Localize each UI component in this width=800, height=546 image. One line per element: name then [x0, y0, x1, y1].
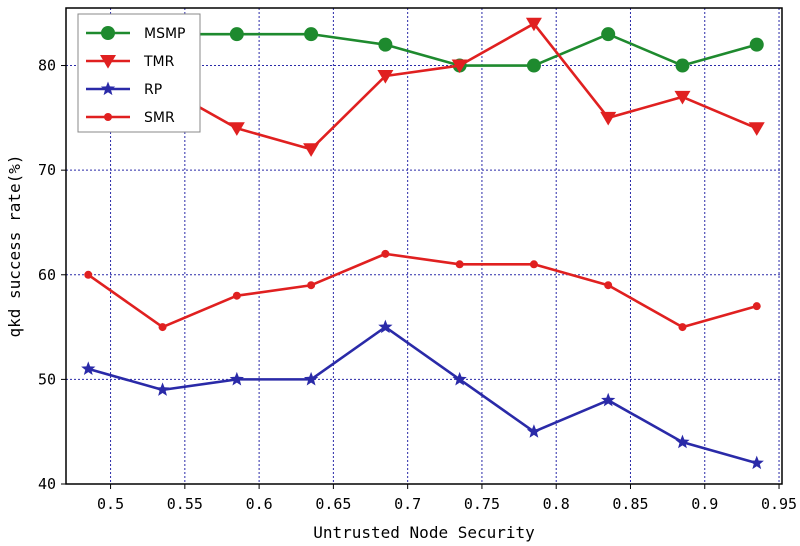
data-point-tmr	[748, 122, 765, 136]
legend-marker-tmr	[100, 55, 116, 69]
legend-item-smr: SMR	[86, 110, 175, 126]
data-point-smr	[678, 323, 687, 332]
x-tick-label: 0.7	[394, 495, 421, 513]
legend: MSMP TMR RP SMR	[77, 13, 201, 133]
legend-label-rp: RP	[144, 82, 162, 98]
data-point-msmp	[675, 58, 690, 73]
data-point-rp	[749, 455, 764, 470]
x-tick-label: 0.95	[761, 495, 797, 513]
data-point-tmr	[377, 70, 394, 84]
data-point-smr	[232, 291, 241, 300]
x-tick-label: 0.85	[612, 495, 648, 513]
y-tick-label: 40	[38, 475, 56, 493]
data-point-rp	[452, 371, 467, 386]
x-axis-ticks: 0.5 0.55 0.6 0.65 0.7 0.75 0.8 0.85 0.9 0.95	[97, 484, 797, 513]
data-point-smr	[307, 281, 316, 290]
legend-label-tmr: TMR	[143, 54, 175, 70]
legend-marker-msmp	[101, 26, 115, 40]
y-tick-label: 60	[38, 266, 56, 284]
legend-label-msmp: MSMP	[144, 26, 186, 42]
x-tick-label: 0.8	[543, 495, 570, 513]
data-point-msmp	[526, 58, 541, 73]
x-tick-label: 0.5	[97, 495, 124, 513]
legend-item-rp: RP	[86, 81, 162, 98]
x-tick-label: 0.75	[464, 495, 500, 513]
legend-marker-rp	[100, 81, 116, 96]
y-tick-label: 50	[38, 370, 56, 388]
legend-item-msmp: MSMP	[86, 26, 186, 42]
data-point-smr	[84, 270, 93, 279]
data-point-tmr	[600, 111, 617, 126]
data-point-smr	[529, 260, 538, 269]
y-axis-label: qkd success rate(%)	[5, 154, 24, 337]
data-point-msmp	[378, 37, 393, 52]
legend-marker-smr	[104, 113, 112, 121]
y-tick-label: 80	[38, 57, 56, 75]
data-point-rp	[601, 392, 616, 407]
data-point-tmr	[228, 122, 245, 136]
plot-frame	[65, 7, 783, 485]
series-rp	[81, 319, 764, 470]
legend-label-smr: SMR	[144, 110, 175, 126]
series-line-rp	[87, 325, 758, 465]
data-point-rp	[675, 434, 690, 449]
series-line-smr	[87, 252, 758, 329]
data-point-tmr	[674, 90, 691, 105]
data-point-msmp	[601, 27, 616, 42]
y-tick-label: 70	[38, 161, 56, 179]
data-point-smr	[158, 323, 167, 332]
data-point-smr	[381, 249, 390, 258]
data-point-rp	[378, 319, 393, 334]
data-point-rp	[526, 424, 542, 438]
data-point-smr	[752, 302, 761, 311]
data-point-tmr	[451, 59, 468, 74]
data-point-rp	[81, 361, 96, 375]
data-point-rp	[155, 382, 170, 396]
data-point-smr	[604, 281, 613, 290]
x-tick-label: 0.55	[167, 495, 203, 513]
x-tick-label: 0.9	[691, 495, 718, 513]
grid-lines	[66, 8, 782, 484]
legend-item-tmr: TMR	[86, 54, 175, 70]
data-point-msmp	[304, 27, 319, 42]
data-point-rp	[303, 371, 319, 386]
data-point-tmr	[525, 17, 542, 32]
data-point-tmr	[303, 143, 320, 157]
data-point-msmp	[229, 27, 244, 42]
data-point-rp	[229, 371, 244, 386]
y-axis-ticks: 40 50 60 70 80	[38, 57, 66, 493]
series-smr	[84, 249, 761, 332]
data-point-smr	[455, 260, 464, 269]
x-tick-label: 0.65	[315, 495, 351, 513]
data-point-msmp	[749, 37, 764, 52]
x-axis-label: Untrusted Node Security	[313, 523, 535, 542]
x-tick-label: 0.6	[246, 495, 273, 513]
